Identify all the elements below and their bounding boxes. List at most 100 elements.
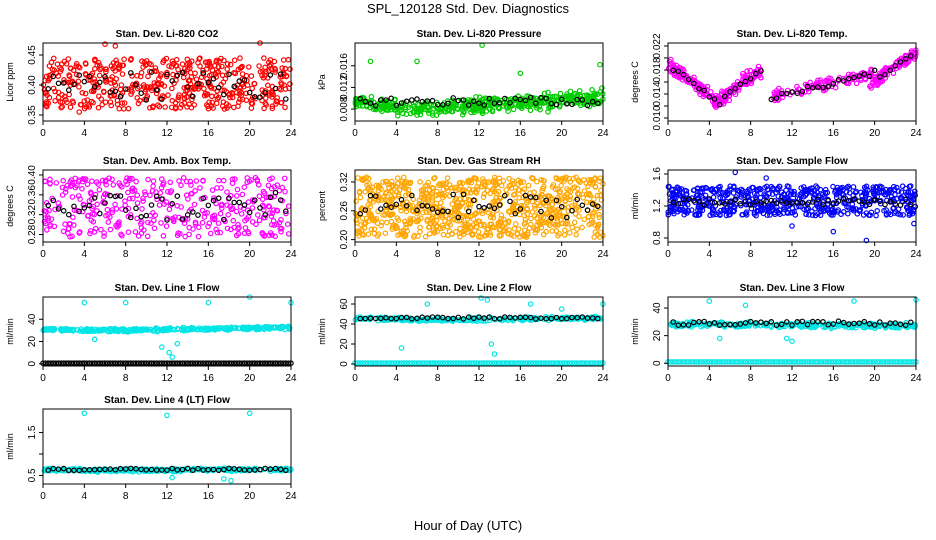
data-point: [91, 211, 98, 218]
data-point: [77, 64, 83, 71]
data-point: [109, 176, 115, 183]
data-point: [752, 70, 759, 77]
data-point: [394, 113, 401, 119]
data-point: [465, 208, 472, 215]
data-point: [131, 187, 138, 194]
data-point: [151, 225, 158, 232]
panel-y-label: degrees C: [5, 185, 15, 227]
data-point: [103, 177, 109, 184]
data-point: [235, 103, 241, 110]
data-point: [528, 215, 534, 222]
data-point: [69, 233, 75, 240]
data-point: [506, 227, 512, 233]
data-point: [579, 202, 586, 209]
data-point: [406, 220, 413, 227]
data-point: [122, 299, 129, 306]
data-point: [108, 63, 115, 69]
data-point: [371, 217, 378, 224]
data-point: [553, 228, 560, 234]
data-point: [377, 100, 383, 107]
data-point: [66, 87, 72, 93]
data-point: [451, 185, 458, 191]
y-tick-label: 0: [27, 361, 38, 367]
data-point: [65, 225, 72, 232]
data-point: [282, 188, 288, 195]
data-point: [527, 94, 534, 101]
data-point: [207, 230, 214, 237]
data-point: [134, 192, 141, 199]
data-point: [79, 185, 85, 192]
data-point: [534, 227, 541, 233]
data-point: [117, 193, 124, 199]
data-point: [92, 191, 99, 198]
data-point: [48, 216, 55, 222]
x-tick-label: 0: [40, 373, 46, 384]
data-point: [85, 102, 92, 109]
data-point: [851, 74, 857, 81]
data-point: [675, 68, 682, 75]
data-point: [166, 206, 173, 213]
y-tick-label: 0.40: [27, 165, 38, 185]
data-point: [403, 208, 410, 215]
data-point: [161, 201, 167, 207]
data-point: [387, 212, 393, 219]
data-point: [482, 232, 489, 239]
data-point: [190, 209, 196, 215]
data-point: [465, 102, 472, 108]
data-point: [101, 191, 108, 198]
y-tick-label: 0.35: [27, 105, 38, 125]
data-point: [144, 233, 151, 240]
panel-y-label: kPa: [317, 74, 327, 90]
data-point: [262, 90, 269, 96]
data-point: [209, 93, 215, 100]
data-point: [467, 190, 474, 196]
panel-title: Stan. Dev. Li-820 CO2: [116, 29, 219, 40]
data-point: [398, 196, 405, 203]
data-point: [110, 182, 117, 188]
x-tick-label: 12: [161, 373, 173, 384]
data-point: [199, 207, 206, 214]
chart-panel: Stan. Dev. Li-820 Temp.degrees C0 4 8 12 16 2…: [630, 29, 922, 139]
data-point: [747, 75, 754, 82]
data-point: [226, 92, 232, 98]
data-point: [272, 85, 279, 92]
data-point: [742, 302, 749, 309]
data-point: [267, 194, 274, 201]
data-point: [410, 234, 417, 240]
data-point: [423, 191, 430, 197]
data-point: [389, 182, 396, 189]
data-point: [97, 210, 103, 217]
data-point: [357, 211, 364, 217]
data-point: [525, 182, 532, 189]
data-point: [540, 200, 546, 207]
data-point: [227, 94, 233, 101]
data-point: [401, 184, 407, 191]
data-point: [538, 208, 544, 215]
data-point: [443, 180, 450, 186]
data-point: [440, 231, 447, 238]
data-point: [103, 212, 109, 219]
data-point: [184, 84, 191, 90]
data-point: [92, 225, 99, 232]
data-point: [248, 100, 255, 106]
data-point: [237, 55, 243, 61]
data-point: [426, 107, 433, 113]
data-point: [96, 187, 103, 193]
data-point: [210, 213, 216, 220]
data-point: [523, 195, 529, 202]
data-point: [273, 207, 280, 214]
data-point: [400, 110, 406, 117]
data-point: [706, 94, 713, 100]
x-tick-label: 24: [597, 249, 609, 260]
data-point: [91, 229, 98, 235]
data-point: [84, 97, 91, 103]
data-point: [116, 65, 122, 72]
data-point: [433, 112, 440, 119]
data-point: [418, 194, 425, 201]
data-point: [195, 233, 202, 240]
data-point: [180, 74, 187, 81]
data-point: [671, 72, 678, 79]
data-point: [119, 184, 125, 190]
